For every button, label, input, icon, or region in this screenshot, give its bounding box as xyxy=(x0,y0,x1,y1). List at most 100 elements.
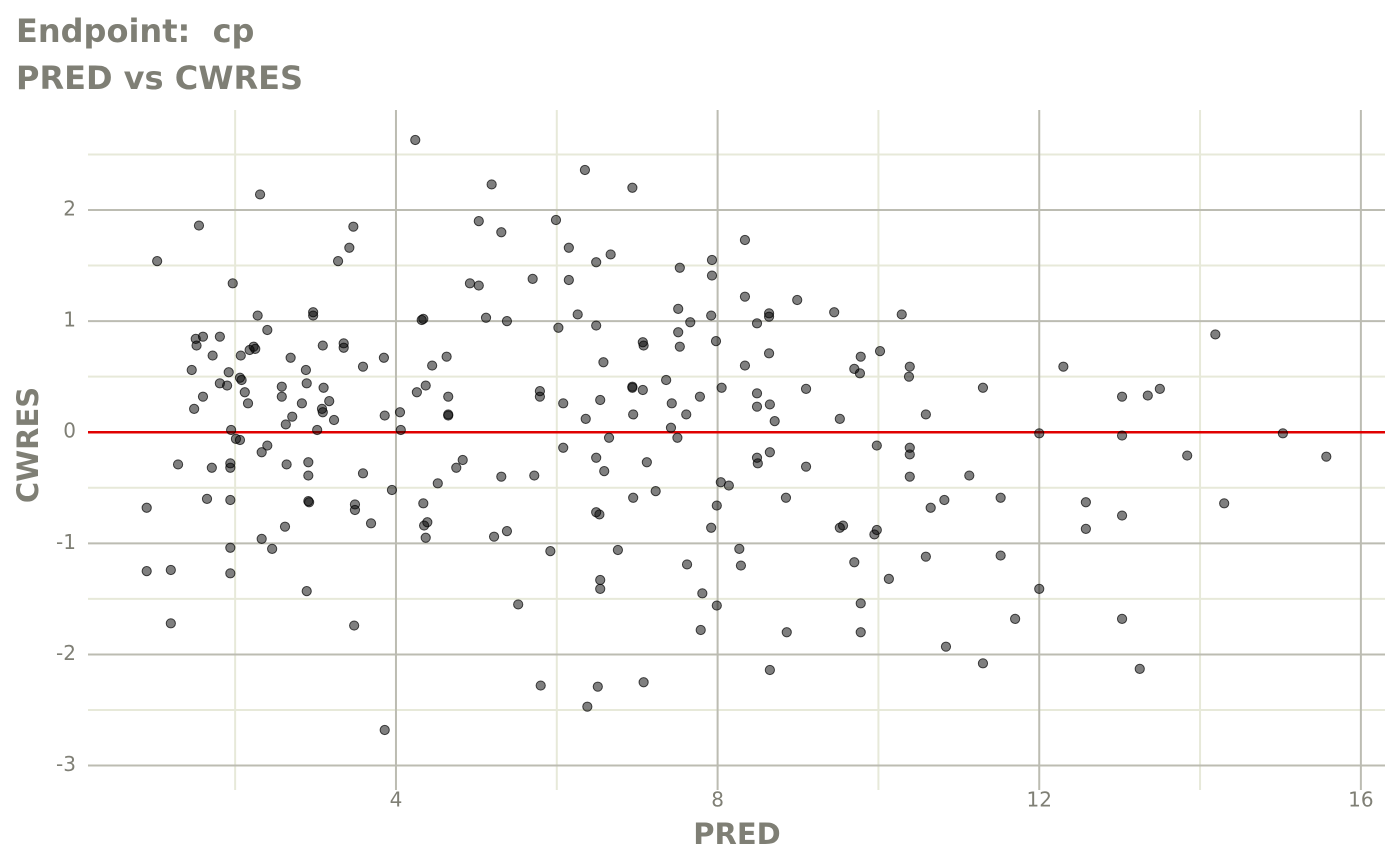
point xyxy=(496,471,507,482)
point xyxy=(285,352,296,363)
y-tick-label: -1 xyxy=(56,530,76,554)
point xyxy=(904,449,915,460)
point xyxy=(1116,391,1128,402)
point xyxy=(694,391,706,402)
point xyxy=(580,413,591,424)
point xyxy=(317,340,328,351)
point xyxy=(422,517,433,528)
point xyxy=(250,343,261,354)
point xyxy=(855,598,866,609)
point xyxy=(527,273,538,284)
point xyxy=(529,470,540,481)
point xyxy=(242,398,254,409)
point xyxy=(591,257,602,268)
point xyxy=(1277,428,1288,439)
point xyxy=(829,307,840,318)
point xyxy=(262,440,273,451)
point xyxy=(751,318,763,329)
point xyxy=(186,364,197,376)
point xyxy=(595,583,606,594)
point xyxy=(592,681,603,692)
point xyxy=(303,457,314,468)
point xyxy=(855,627,866,638)
point xyxy=(723,480,734,491)
point xyxy=(480,312,492,323)
point xyxy=(214,331,225,342)
point xyxy=(572,309,583,320)
point xyxy=(276,391,287,402)
point xyxy=(764,399,775,410)
point xyxy=(598,357,609,368)
point xyxy=(995,492,1006,503)
point xyxy=(706,310,717,321)
point xyxy=(473,280,484,291)
point xyxy=(896,309,907,320)
point xyxy=(357,361,369,372)
point xyxy=(763,311,775,322)
point xyxy=(674,262,685,273)
point xyxy=(420,532,431,543)
point xyxy=(378,352,390,363)
point xyxy=(666,398,677,409)
point xyxy=(1058,361,1069,372)
point xyxy=(256,533,267,544)
point xyxy=(673,303,684,314)
point xyxy=(223,367,234,378)
point xyxy=(262,324,273,336)
point xyxy=(165,618,176,629)
point xyxy=(234,434,246,446)
point xyxy=(711,600,722,611)
point xyxy=(672,432,683,443)
y-tick-label: 1 xyxy=(63,308,76,332)
point xyxy=(308,307,319,318)
point xyxy=(328,414,340,426)
point xyxy=(1182,450,1193,461)
point xyxy=(281,459,292,470)
y-tick-label: 2 xyxy=(63,197,76,221)
point xyxy=(535,680,546,691)
point xyxy=(189,403,200,414)
point xyxy=(441,351,452,362)
point xyxy=(681,559,693,570)
point xyxy=(1134,663,1145,674)
point xyxy=(1116,510,1128,521)
point xyxy=(201,493,213,504)
point xyxy=(673,327,684,338)
point xyxy=(612,544,623,556)
point xyxy=(711,500,722,511)
point xyxy=(411,387,422,398)
point xyxy=(1080,523,1091,534)
point xyxy=(318,382,329,393)
x-tick-label: 4 xyxy=(390,788,403,812)
point xyxy=(252,310,263,321)
point xyxy=(513,599,524,610)
point xyxy=(638,340,649,351)
point xyxy=(1080,497,1091,508)
point xyxy=(800,383,812,394)
point xyxy=(296,398,307,409)
point xyxy=(628,492,639,503)
point xyxy=(871,524,882,536)
point xyxy=(920,551,931,562)
y-tick-label: -3 xyxy=(56,752,76,776)
point xyxy=(563,274,574,286)
point xyxy=(685,317,696,328)
point xyxy=(1116,430,1128,441)
point xyxy=(650,486,661,497)
point xyxy=(834,413,845,424)
point xyxy=(800,461,812,472)
point xyxy=(256,447,267,458)
point xyxy=(1219,498,1230,509)
point xyxy=(553,322,564,333)
point xyxy=(227,278,238,289)
point xyxy=(141,566,152,577)
point xyxy=(920,409,931,420)
point xyxy=(603,432,615,443)
point xyxy=(939,494,950,506)
point xyxy=(235,350,246,361)
point xyxy=(550,214,562,226)
point xyxy=(225,542,236,553)
point xyxy=(312,424,323,436)
point xyxy=(1142,390,1153,401)
point xyxy=(301,378,312,389)
